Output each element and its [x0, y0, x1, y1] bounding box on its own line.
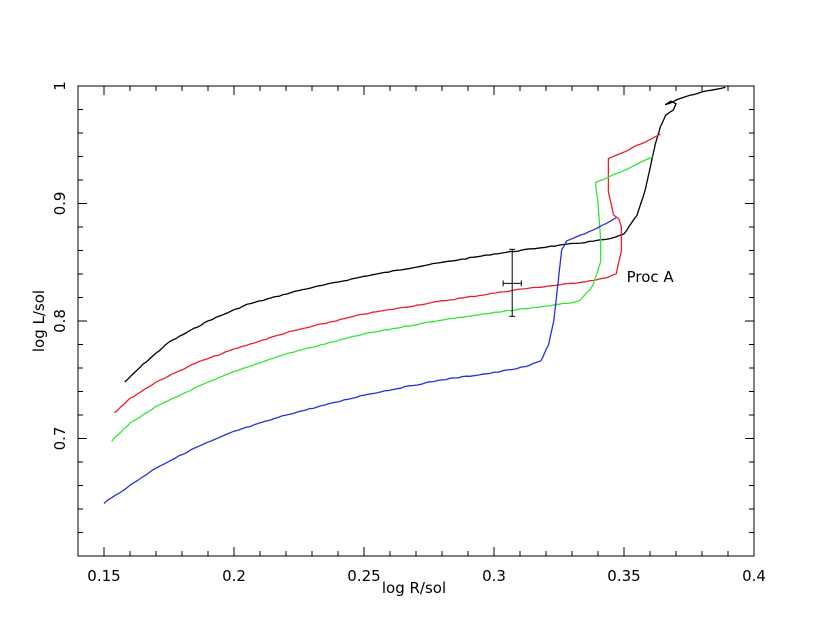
x-tick-label: 0.2 — [222, 567, 246, 585]
error-bar — [502, 248, 522, 317]
series-group — [103, 86, 726, 504]
x-tick-label: 0.4 — [742, 567, 766, 585]
x-tick-label: 0.35 — [607, 567, 640, 585]
x-tick-label: 0.15 — [87, 567, 120, 585]
series-line-3 — [103, 217, 617, 504]
y-axis-label: log L/sol — [30, 290, 48, 352]
x-axis-label: log R/sol — [382, 579, 446, 597]
y-tick-label: 0.7 — [51, 427, 69, 451]
axis-ticks — [77, 85, 755, 557]
y-tick-label: 0.9 — [51, 192, 69, 216]
x-tick-label: 0.25 — [347, 567, 380, 585]
y-tick-label: 1 — [51, 81, 69, 91]
series-line-0 — [124, 86, 726, 383]
y-tick-label: 0.8 — [51, 309, 69, 333]
annotation-label: Proc A — [627, 268, 675, 286]
axis-tick-labels: 0.15 0.2 0.25 0.3 0.35 0.4 0.7 0.8 0.9 1 — [51, 81, 766, 585]
series-line-1 — [114, 133, 661, 414]
series-line-2 — [111, 155, 653, 442]
x-tick-label: 0.3 — [482, 567, 506, 585]
